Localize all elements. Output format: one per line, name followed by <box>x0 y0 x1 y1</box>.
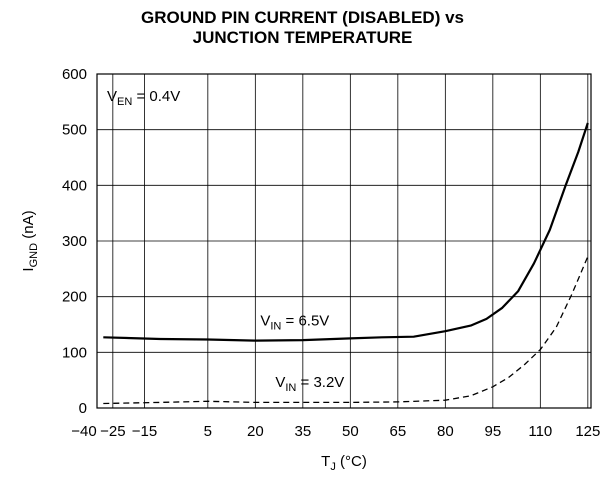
x-tick-label-3: 5 <box>204 423 212 440</box>
x-tick-label-8: 80 <box>437 423 454 440</box>
annotation-vin-6-5-sub: IN <box>270 321 281 333</box>
x-tick-labels: −40 −25 −15 5 20 35 50 65 80 95 110 125 <box>71 423 600 440</box>
x-tick-label-6: 50 <box>342 423 359 440</box>
annotation-ven-main: V <box>107 88 117 105</box>
y-tick-label-4: 400 <box>62 177 87 194</box>
x-tick-label-11: 125 <box>575 423 600 440</box>
annotation-vin-3-2: VIN = 3.2V <box>275 374 344 394</box>
x-axis-label: TJ (°C) <box>321 453 367 473</box>
y-axis-label-rest: (nA) <box>20 210 37 243</box>
x-axis-label-rest: (°C) <box>336 453 367 470</box>
series-line-6-5v <box>103 122 589 342</box>
y-tick-label-1: 100 <box>62 344 87 361</box>
grid <box>97 74 591 408</box>
annotation-ven: VEN = 0.4V <box>107 88 180 108</box>
x-axis-label-sub: J <box>330 461 336 473</box>
annotation-vin-6-5-rest: = 6.5V <box>281 313 329 330</box>
y-tick-label-2: 200 <box>62 289 87 306</box>
x-tick-label-2: −15 <box>132 423 157 440</box>
annotation-ven-rest: = 0.4V <box>132 88 180 105</box>
annotation-ven-sub: EN <box>117 96 132 108</box>
x-tick-label-0: −40 <box>71 423 96 440</box>
y-axis-label-sub: GND <box>28 243 40 268</box>
chart-title-line-2: JUNCTION TEMPERATURE <box>192 28 413 47</box>
y-axis-label-main: I <box>20 267 37 271</box>
annotation-vin-6-5-main: V <box>260 313 270 330</box>
x-tick-label-10: 110 <box>528 423 552 440</box>
x-tick-label-4: 20 <box>247 423 264 440</box>
plot-frame <box>96 73 592 409</box>
annotation-vin-6-5: VIN = 6.5V <box>260 313 329 333</box>
chart-title-line-1: GROUND PIN CURRENT (DISABLED) vs <box>140 8 465 27</box>
x-axis-label-main: T <box>321 453 330 470</box>
annotation-vin-3-2-sub: IN <box>285 382 296 394</box>
y-tick-label-3: 300 <box>62 233 87 250</box>
series-group <box>103 122 589 405</box>
annotation-vin-3-2-rest: = 3.2V <box>296 374 344 391</box>
y-tick-labels: 0 100 200 300 400 500 600 <box>62 66 87 417</box>
x-tick-label-5: 35 <box>294 423 311 440</box>
y-tick-label-6: 600 <box>62 66 87 83</box>
y-axis-label: IGND (nA) <box>20 210 40 271</box>
series-line-3-2v <box>103 256 589 405</box>
x-tick-label-1: −25 <box>100 423 125 440</box>
y-tick-label-0: 0 <box>79 400 87 417</box>
x-tick-label-7: 65 <box>389 423 406 440</box>
y-tick-label-5: 500 <box>62 122 87 139</box>
x-tick-label-9: 95 <box>484 423 501 440</box>
annotation-vin-3-2-main: V <box>275 374 285 391</box>
